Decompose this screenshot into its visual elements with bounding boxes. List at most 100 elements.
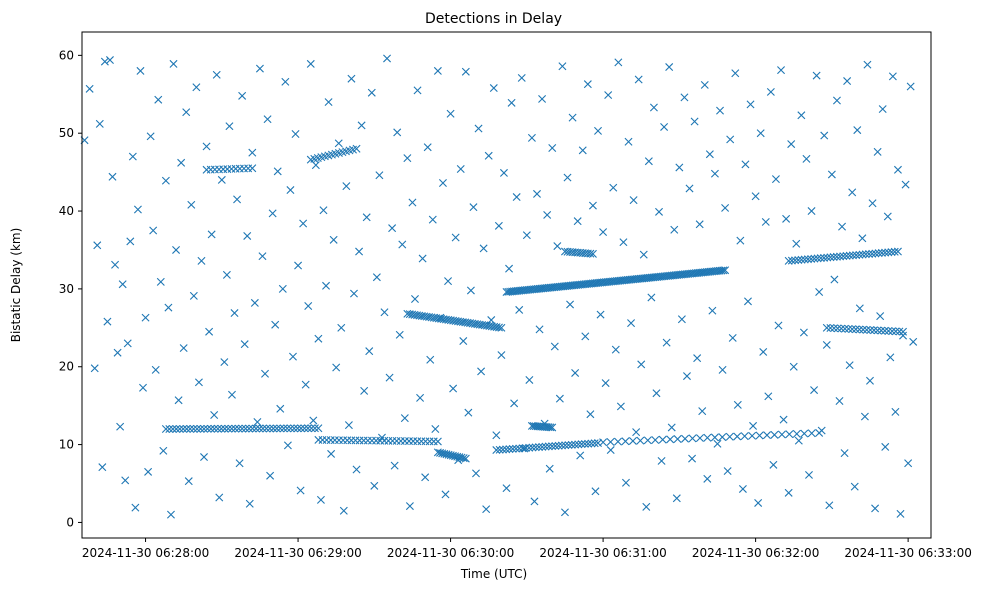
data-point [90,364,99,373]
track-point [858,250,867,259]
data-point [850,482,859,491]
data-point [103,317,112,326]
track-point [548,423,557,432]
track-point [534,443,543,452]
data-point [812,71,821,80]
data-point [703,474,712,483]
data-point [662,338,671,347]
data-point [677,315,686,324]
data-point [357,121,366,130]
data-point [479,244,488,253]
data-point [581,332,590,341]
track-point [852,251,861,260]
track-point [748,431,757,440]
track-point [891,327,900,336]
data-point [634,75,643,84]
track-point [888,327,897,336]
track-point [890,247,899,256]
data-point [749,421,758,430]
data-point [761,217,770,226]
data-point [263,115,272,124]
track-point [182,424,191,433]
data-point [484,151,493,160]
data-point [395,330,404,339]
track-point [725,432,734,441]
track-point [791,256,800,265]
data-point [863,60,872,69]
track-point [165,425,174,433]
track-point [521,444,530,452]
data-point [205,327,214,336]
data-point [95,119,104,128]
data-point [827,170,836,179]
data-point [576,451,585,460]
data-point [362,213,371,222]
data-point [189,291,198,300]
track-point [826,253,835,262]
data-point [494,221,503,230]
data-point [182,108,191,117]
track-point [874,249,883,258]
track-point [719,266,728,275]
data-point [527,133,536,142]
data-point [733,400,742,409]
x-axis-ticks: 2024-11-30 06:28:00 2024-11-30 06:29:00 20… [82,538,972,560]
data-point [571,368,580,377]
track-point [862,325,871,334]
data-point [266,471,275,480]
data-point [566,300,575,309]
track-point [528,443,537,452]
track-point [695,434,704,443]
data-point [477,367,486,376]
data-point [848,188,857,197]
data-point [573,217,582,226]
data-point [291,129,300,138]
data-point [388,224,397,233]
track-point [551,441,560,450]
data-point [408,198,417,207]
track-point [179,424,188,433]
data-point [304,302,313,311]
track-point [206,424,215,433]
data-point [123,339,132,348]
data-point [609,183,618,192]
data-point [390,461,399,470]
data-point [136,66,145,75]
data-point [738,484,747,493]
data-point [355,247,364,256]
data-point [606,446,615,455]
data-point [840,449,849,458]
y-tick-label: 30 [59,282,74,296]
data-point [385,373,394,382]
data-point [240,340,249,349]
track-point [269,424,278,433]
data-point [342,182,351,191]
data-point [815,288,824,296]
track-point [505,445,514,454]
x-tick-label: 2024-11-30 06:28:00 [82,546,209,560]
x-tick-label: 2024-11-30 06:30:00 [387,546,514,560]
track-point [584,439,593,448]
data-point [746,100,755,109]
track-point [571,440,580,449]
track-point [492,446,501,455]
y-tick-label: 50 [59,126,74,140]
data-point [510,399,519,408]
data-point [349,289,358,298]
track-point [512,444,521,453]
track-point [210,424,219,433]
data-point [365,347,374,356]
data-point [299,219,308,228]
data-point [695,220,704,229]
track-point [300,424,309,433]
track-point [586,249,595,258]
track-point [784,256,793,265]
data-point [660,122,669,131]
data-point [324,98,333,107]
data-point [238,91,247,100]
track-point [833,324,842,333]
track-point [884,248,893,257]
data-point [243,231,252,240]
data-point [525,375,534,384]
data-point [690,117,699,126]
